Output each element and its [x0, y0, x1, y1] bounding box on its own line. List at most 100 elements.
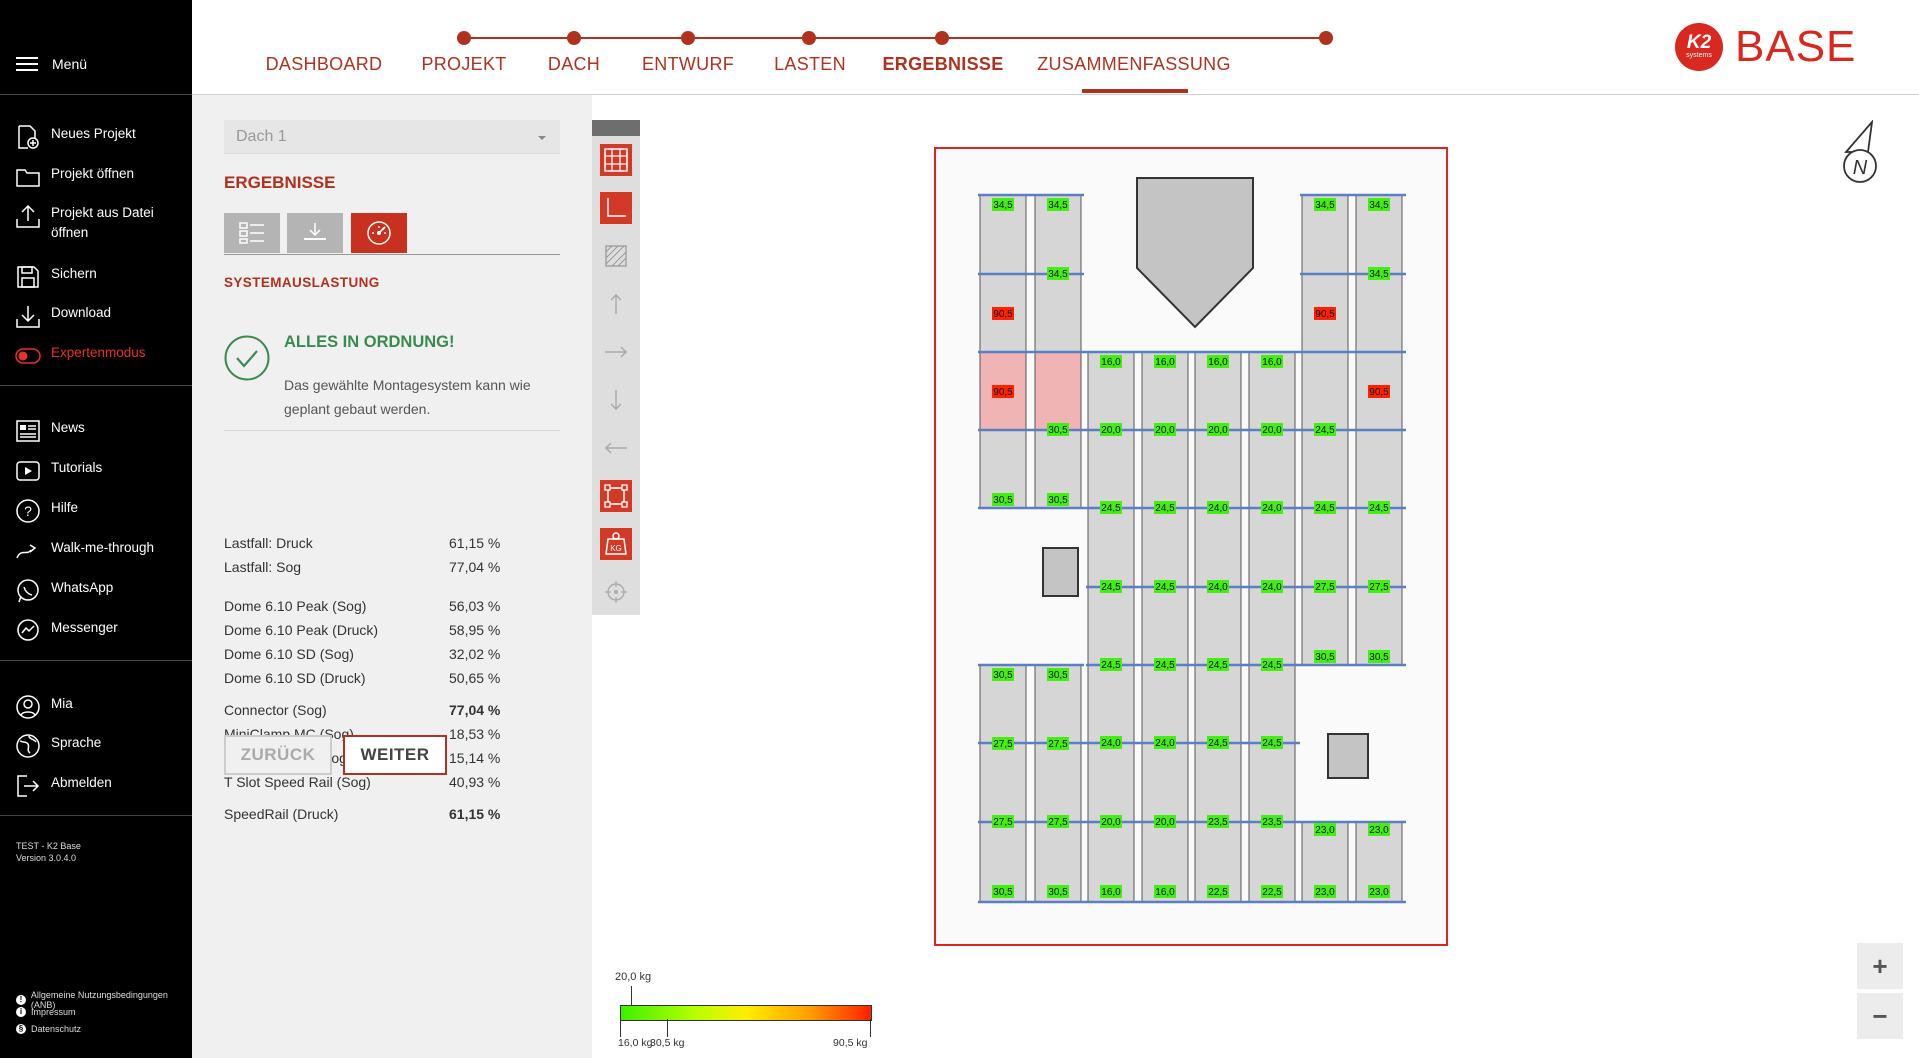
dimension-icon — [607, 198, 626, 217]
menu-button[interactable]: Menü — [16, 56, 87, 72]
result-value: 40,93 % — [449, 774, 501, 790]
step-dot — [681, 31, 695, 45]
crosshair-icon — [605, 581, 627, 603]
arrow-left-icon — [604, 442, 627, 454]
new-file-icon — [15, 124, 41, 150]
zoom-in-button[interactable]: + — [1857, 943, 1903, 989]
result-label: T Slot Speed Rail (Sog) — [224, 774, 371, 790]
tab-system-load[interactable] — [351, 213, 407, 253]
footer-link-privacy[interactable]: § Datenschutz — [16, 1024, 81, 1034]
download-icon — [304, 223, 326, 240]
sidebar-item-whatsapp[interactable]: WhatsApp — [15, 578, 113, 604]
sidebar-item-user[interactable]: Mia — [15, 694, 73, 720]
roof-area[interactable] — [934, 147, 1448, 946]
hatch-view-button[interactable] — [600, 240, 632, 272]
grid-icon — [604, 148, 628, 172]
result-value: 77,04 % — [449, 702, 501, 718]
sidebar-item-language[interactable]: Sprache — [15, 733, 101, 759]
zoom-out-button[interactable]: − — [1857, 993, 1903, 1039]
arrow-right-button[interactable] — [600, 336, 632, 368]
sidebar-item-walkthrough[interactable]: Walk-me-through — [15, 538, 154, 564]
toolbar-handle[interactable] — [592, 120, 640, 136]
k2-base-logo: K2 systems BASE — [1675, 22, 1856, 72]
sidebar-item-expert-mode[interactable]: Expertenmodus — [15, 343, 146, 369]
dimension-view-button[interactable] — [600, 192, 632, 224]
sidebar-item-label: Expertenmodus — [51, 345, 146, 360]
compass-label: N — [1853, 157, 1868, 179]
weight-view-button[interactable]: KG — [600, 528, 632, 560]
legend-marker — [631, 986, 632, 1006]
sidebar-item-open-from-file[interactable]: Projekt aus Datei öffnen — [15, 203, 154, 243]
k2-logo-badge: K2 systems — [1675, 23, 1723, 71]
section-title: SYSTEMAUSLASTUNG — [224, 275, 380, 290]
top-navigation: DASHBOARD PROJEKT DACH ENTWURF LASTEN ER… — [192, 0, 1919, 95]
list-icon — [239, 222, 264, 244]
version-app: TEST - K2 Base — [16, 841, 81, 851]
footer-link-terms[interactable]: ! Allgemeine Nutzungsbedingungen (ANB) — [16, 990, 192, 1010]
toggle-icon — [15, 343, 41, 369]
tab-lasten[interactable]: LASTEN — [774, 54, 846, 74]
result-label: Dome 6.10 SD (Sog) — [224, 646, 354, 662]
sidebar-item-tutorials[interactable]: Tutorials — [15, 458, 102, 484]
step-dot — [1319, 31, 1333, 45]
logo-base: BASE — [1735, 22, 1857, 71]
arrow-down-button[interactable] — [600, 384, 632, 416]
sidebar-item-label: News — [51, 420, 85, 435]
tab-results-download[interactable] — [287, 213, 343, 253]
sidebar-item-label: Sprache — [51, 735, 102, 750]
location-button[interactable] — [600, 576, 632, 608]
frame-icon — [604, 484, 628, 508]
result-label: Dome 6.10 Peak (Druck) — [224, 622, 379, 638]
active-tab-indicator — [1082, 89, 1188, 93]
privacy-icon: § — [16, 1024, 26, 1034]
status-title: ALLES IN ORDNUNG! — [284, 333, 455, 351]
status-text: Das gewählte Montagesystem kann wie gepl… — [284, 377, 531, 417]
frame-view-button[interactable] — [600, 480, 632, 512]
result-value: 58,95 % — [449, 622, 501, 638]
sidebar-divider — [0, 385, 192, 386]
sidebar-item-label: WhatsApp — [51, 580, 114, 595]
tab-divider — [224, 254, 560, 255]
result-row: Dome 6.10 SD (Sog) 32,02 % — [224, 646, 524, 662]
tab-projekt[interactable]: PROJEKT — [421, 54, 507, 74]
legend-tick — [620, 1019, 621, 1037]
play-icon — [15, 458, 41, 484]
sidebar-item-open-project[interactable]: Projekt öffnen — [15, 164, 134, 190]
folder-icon — [15, 164, 41, 190]
version-info: TEST - K2 Base Version 3.0.4.0 — [16, 840, 81, 864]
tab-dashboard[interactable]: DASHBOARD — [265, 54, 383, 74]
tab-results-list[interactable] — [224, 213, 280, 253]
result-label: Dome 6.10 SD (Druck) — [224, 670, 366, 686]
result-row: Lastfall: Druck 61,15 % — [224, 535, 524, 551]
roof-select[interactable]: Dach 1 — [224, 120, 560, 154]
sidebar-item-new-project[interactable]: Neues Projekt — [15, 124, 136, 150]
logout-icon — [15, 773, 41, 799]
back-button[interactable]: ZURÜCK — [224, 735, 332, 775]
arrow-up-button[interactable] — [600, 288, 632, 320]
sidebar-item-save[interactable]: Sichern — [15, 264, 97, 290]
sidebar-item-help[interactable]: ? Hilfe — [15, 498, 78, 524]
result-label: Lastfall: Sog — [224, 559, 302, 575]
arrow-up-icon — [610, 293, 622, 314]
messenger-icon — [15, 618, 41, 644]
legend-tick — [870, 1019, 871, 1037]
sidebar-item-label: Neues Projekt — [51, 126, 136, 141]
tab-entwurf[interactable]: ENTWURF — [641, 54, 735, 74]
footer-link-label: Datenschutz — [31, 1024, 82, 1034]
sidebar-item-logout[interactable]: Abmelden — [15, 773, 112, 799]
tab-zusammenfassung[interactable]: ZUSAMMENFASSUNG — [1037, 54, 1231, 74]
tab-dach[interactable]: DACH — [547, 54, 601, 74]
upload-icon — [15, 203, 41, 229]
sidebar-item-download[interactable]: Download — [15, 303, 111, 329]
step-dot — [935, 31, 949, 45]
result-value: 15,14 % — [449, 750, 501, 766]
footer-link-imprint[interactable]: i Impressum — [16, 1007, 76, 1017]
arrow-left-button[interactable] — [600, 432, 632, 464]
legend-tick — [667, 1019, 668, 1037]
result-label: Lastfall: Druck — [224, 535, 313, 551]
sidebar-item-messenger[interactable]: Messenger — [15, 618, 118, 644]
tab-ergebnisse[interactable]: ERGEBNISSE — [882, 54, 1004, 74]
sidebar-item-news[interactable]: News — [15, 418, 85, 444]
next-button[interactable]: WEITER — [343, 735, 447, 775]
grid-view-button[interactable] — [600, 144, 632, 176]
